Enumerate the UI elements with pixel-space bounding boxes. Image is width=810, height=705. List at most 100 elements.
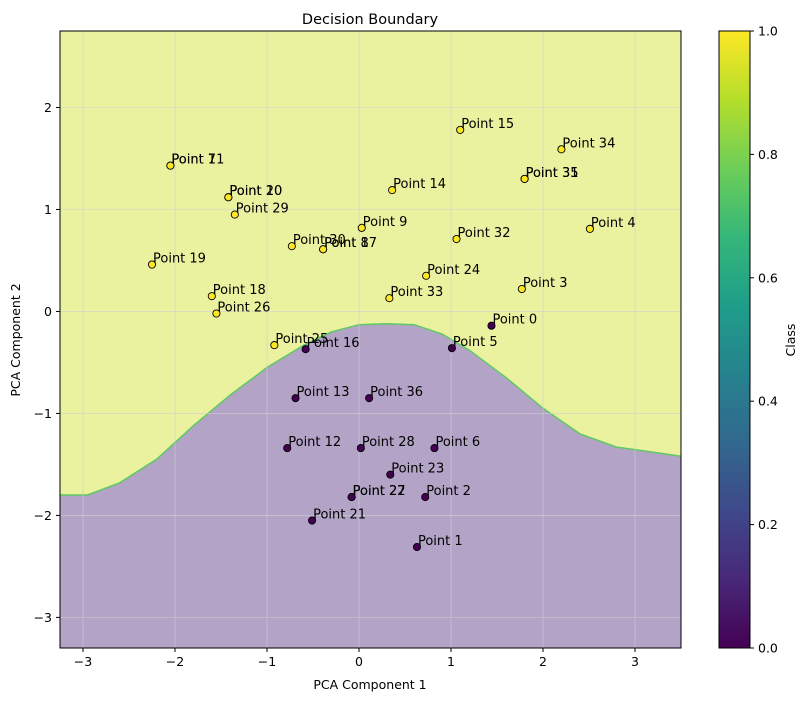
- data-point: [230, 210, 239, 219]
- colorbar-tick-label: 0.0: [758, 641, 778, 656]
- data-point: [520, 174, 529, 183]
- point-label: Point 15: [461, 117, 514, 132]
- point-label: Point 8: [324, 236, 369, 251]
- point-label: Point 33: [390, 285, 443, 300]
- axis-ticks: −3 −2 −1 0 1 2 3 −3 −2 −1 0 1 2: [34, 100, 639, 669]
- x-tick-label: −3: [74, 654, 92, 669]
- point-label: Point 14: [393, 177, 446, 192]
- point-label: Point 29: [236, 202, 289, 217]
- data-point: [430, 444, 439, 453]
- data-point: [422, 271, 431, 280]
- y-tick-label: −2: [34, 508, 52, 523]
- point-label: Point 6: [435, 435, 480, 450]
- point-label: Point 1: [418, 534, 463, 549]
- chart-title: Decision Boundary: [302, 12, 439, 28]
- point-label: Point 18: [213, 283, 266, 298]
- x-axis-label: PCA Component 1: [313, 677, 426, 692]
- point-label: Point 27: [353, 484, 406, 499]
- data-point: [421, 493, 430, 502]
- data-point: [585, 224, 594, 233]
- point-label: Point 2: [426, 484, 471, 499]
- data-point: [386, 470, 395, 479]
- colorbar-tick-label: 0.8: [758, 147, 778, 162]
- data-point: [283, 444, 292, 453]
- point-label: Point 24: [427, 263, 480, 278]
- point-label: Point 28: [362, 435, 415, 450]
- data-point: [487, 321, 496, 330]
- decision-boundary-line: [60, 322, 681, 496]
- x-tick-label: 2: [539, 654, 547, 669]
- colorbar: 0.0 0.2 0.4 0.6 0.8 1.0: [718, 24, 778, 656]
- point-label: Point 30: [293, 233, 346, 248]
- data-point: [287, 242, 296, 251]
- colorbar-gradient: [718, 30, 751, 649]
- point-label: Point 22: [353, 484, 406, 499]
- data-point: [447, 344, 456, 353]
- point-label: Point 7: [171, 153, 216, 168]
- point-label: Point 9: [363, 215, 408, 230]
- data-point: [456, 125, 465, 134]
- x-tick-label: −1: [258, 654, 276, 669]
- colorbar-tick-label: 0.2: [758, 517, 778, 532]
- point-label: Point 3: [523, 276, 568, 291]
- data-point: [147, 260, 157, 269]
- point-label: Point 16: [307, 336, 360, 351]
- point-label: Point 32: [458, 226, 511, 241]
- data-point: [385, 294, 394, 303]
- point-label: Point 11: [171, 153, 224, 168]
- plot-frame: [59, 30, 682, 649]
- data-point: [207, 292, 216, 301]
- x-tick-label: 0: [355, 654, 363, 669]
- x-tick-label: 3: [631, 654, 639, 669]
- point-label: Point 26: [217, 300, 270, 315]
- data-point: [365, 394, 374, 403]
- class-0-region: [60, 323, 681, 648]
- point-label: Point 13: [297, 385, 350, 400]
- data-point: [166, 161, 175, 170]
- point-label: Point 21: [313, 508, 366, 523]
- x-tick-label: 1: [447, 654, 455, 669]
- point-label: Point 10: [229, 184, 282, 199]
- point-label: Point 17: [324, 236, 377, 251]
- data-point: [557, 145, 566, 154]
- y-tick-label: 1: [44, 202, 52, 217]
- data-point: [452, 234, 461, 244]
- y-tick-label: −3: [34, 610, 52, 625]
- point-label: Point 36: [370, 385, 423, 400]
- point-label: Point 23: [391, 462, 444, 477]
- data-point: [347, 493, 356, 502]
- data-point: [270, 341, 279, 350]
- colorbar-label: Class: [783, 324, 798, 357]
- point-label: Point 34: [562, 136, 615, 151]
- data-point: [356, 444, 365, 453]
- data-point: [357, 223, 366, 232]
- grid: [60, 31, 681, 648]
- x-tick-label: −2: [166, 654, 184, 669]
- data-point: [388, 186, 397, 195]
- data-point: [291, 394, 300, 403]
- data-point: [412, 542, 422, 552]
- point-label: Point 12: [288, 435, 341, 450]
- data-point: [224, 193, 233, 202]
- y-tick-label: 0: [44, 304, 52, 319]
- point-label: Point 0: [492, 313, 537, 328]
- point-label: Point 31: [526, 166, 579, 181]
- data-point: [319, 245, 328, 254]
- y-tick-label: 2: [44, 100, 52, 115]
- plot-regions: [60, 31, 681, 648]
- colorbar-tick-label: 0.4: [758, 394, 778, 409]
- data-points: [147, 125, 594, 552]
- y-axis-label: PCA Component 2: [8, 283, 23, 396]
- point-label: Point 25: [275, 332, 328, 347]
- data-point: [517, 284, 526, 294]
- data-point: [301, 345, 310, 354]
- y-tick-label: −1: [34, 406, 52, 421]
- point-label: Point 20: [229, 184, 282, 199]
- point-label: Point 5: [453, 335, 498, 350]
- point-labels: Point 0 Point 1 Point 2 Point 3 Point 4 Point…: [153, 117, 636, 549]
- data-point: [308, 516, 317, 525]
- colorbar-tick-label: 0.6: [758, 270, 778, 285]
- colorbar-tick-label: 1.0: [758, 24, 778, 39]
